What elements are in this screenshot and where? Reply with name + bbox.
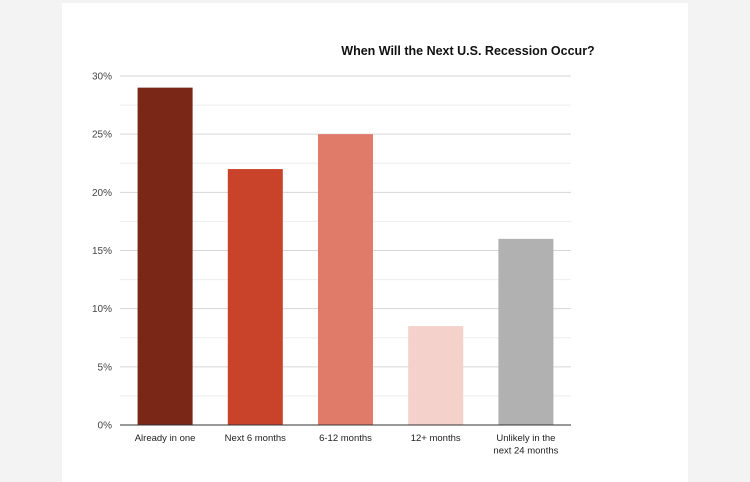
y-axis: 0% 5% 10% 15% 20% 25% 30% xyxy=(92,72,112,432)
y-tick-label: 0% xyxy=(98,421,113,432)
bar xyxy=(408,326,464,425)
y-tick-label: 5% xyxy=(98,362,113,373)
y-tick-label: 30% xyxy=(92,72,112,83)
y-tick-label: 20% xyxy=(92,188,112,199)
bars xyxy=(137,87,554,425)
y-tick-label: 25% xyxy=(92,130,112,141)
x-tick-label: Next 6 months xyxy=(225,433,286,444)
bar xyxy=(317,134,374,425)
x-tick-label: Already in one xyxy=(135,433,196,444)
bar xyxy=(498,238,554,425)
x-tick-label: 6-12 months xyxy=(319,433,372,444)
bar xyxy=(227,169,283,425)
y-tick-label: 15% xyxy=(92,246,112,257)
x-axis: Already in one Next 6 months 6-12 months 12… xyxy=(120,424,571,457)
bar xyxy=(137,87,193,425)
bar-chart: When Will the Next U.S. Recession Occur?… xyxy=(92,44,595,457)
chart-card: When Will the Next U.S. Recession Occur?… xyxy=(62,3,688,482)
y-tick-label: 10% xyxy=(92,304,112,315)
chart-title: When Will the Next U.S. Recession Occur? xyxy=(341,44,594,58)
x-tick-label: Unlikely in the next 24 months xyxy=(493,433,558,457)
x-tick-label: 12+ months xyxy=(411,433,461,444)
